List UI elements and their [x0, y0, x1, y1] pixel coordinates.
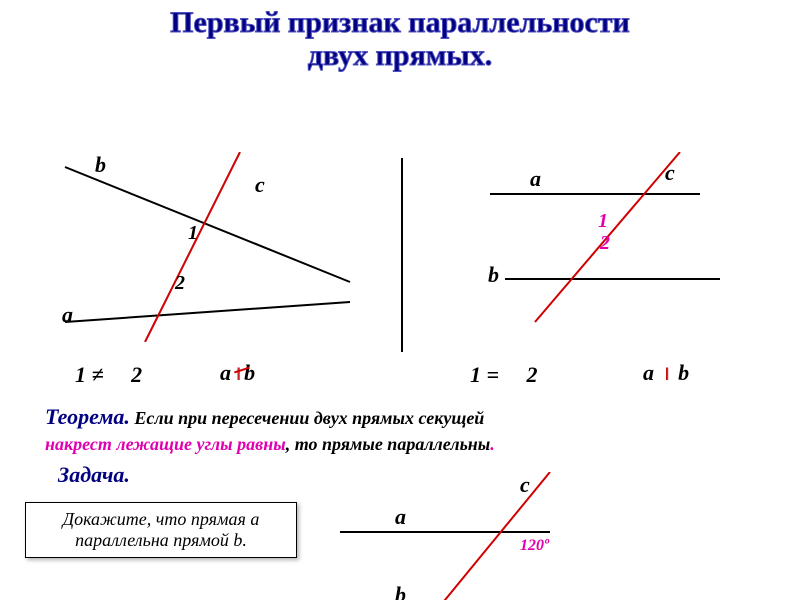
- stmt-right-1: 1 =: [470, 362, 499, 387]
- task-line2: параллельна прямой b.: [36, 530, 286, 551]
- label-c-right: c: [665, 160, 675, 186]
- stmt-left-relation: a || b: [220, 360, 255, 386]
- parallel-symbol-left: ||: [237, 366, 239, 381]
- label-c-bottom: c: [520, 472, 530, 498]
- stmt-left-angles: 1 ≠ 2: [75, 362, 142, 388]
- stmt-right-relation: a || b: [643, 360, 689, 386]
- stmt-left-post: b: [244, 360, 255, 385]
- label-a-bottom: a: [395, 504, 406, 530]
- angle-120-top: 120º: [520, 537, 549, 555]
- theorem-text: Теорема. Если при пересечении двух прямы…: [0, 402, 800, 456]
- label-b-right: b: [488, 262, 499, 288]
- angle-1-left: 1: [188, 222, 198, 245]
- stmt-right-2: 2: [527, 362, 538, 387]
- page-title: Первый признак параллельности двух прямы…: [0, 0, 800, 72]
- label-b-left: b: [95, 152, 106, 178]
- theorem-part1: Если при пересечении двух прямых секущей: [134, 408, 484, 428]
- title-line1: Первый признак параллельности: [0, 6, 800, 39]
- stmt-right-post: b: [678, 360, 689, 385]
- angle-2-right: 2: [600, 232, 610, 255]
- left-diagram: [40, 152, 380, 342]
- stmt-right-angles: 1 = 2: [470, 362, 538, 388]
- stmt-left-1: 1 ≠: [75, 362, 104, 387]
- label-a-right: a: [530, 166, 541, 192]
- label-a-left: a: [62, 302, 73, 328]
- theorem-part2: накрест лежащие углы равны: [45, 434, 286, 454]
- theorem-word: Теорема.: [45, 404, 130, 429]
- angle-2-left: 2: [175, 272, 185, 295]
- theorem-dot: .: [490, 434, 495, 454]
- stmt-right-pre: a: [643, 360, 654, 385]
- stmt-left-2: 2: [131, 362, 142, 387]
- title-line2: двух прямых.: [0, 39, 800, 72]
- divider: [400, 152, 404, 362]
- angle-1-right: 1: [598, 210, 608, 233]
- bottom-diagram: [300, 472, 660, 600]
- stmt-left-pre: a: [220, 360, 231, 385]
- label-b-bottom: b: [395, 582, 406, 600]
- task-box: Докажите, что прямая а параллельна прямо…: [25, 502, 297, 558]
- task-line1: Докажите, что прямая а: [36, 509, 286, 530]
- task-word: Задача.: [58, 462, 130, 488]
- parallel-symbol-right: ||: [665, 366, 667, 381]
- theorem-part3: , то прямые параллельны: [286, 434, 491, 454]
- label-c-left: c: [255, 172, 265, 198]
